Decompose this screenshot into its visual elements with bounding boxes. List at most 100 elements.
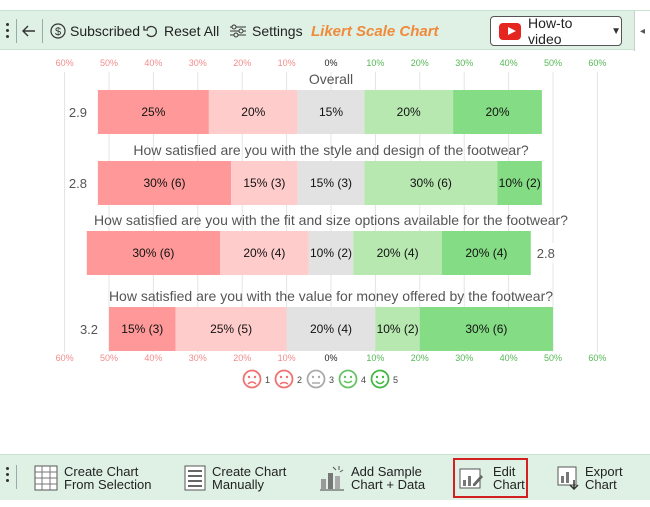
axis-tick-bottom: 30%: [189, 353, 207, 363]
export-chart-button[interactable]: Export Chart: [557, 458, 623, 498]
bar-segment-label: 30% (6): [132, 246, 174, 260]
bar-segment-label: 20%: [241, 105, 265, 119]
axis-tick-top: 60%: [588, 58, 606, 68]
score-box: [65, 102, 90, 122]
subscribed-button[interactable]: $ Subscribed: [50, 11, 140, 51]
axis-tick-bottom: 10%: [366, 353, 384, 363]
face-very-happy-icon: [370, 369, 390, 389]
edit-chart-line2: Chart: [493, 477, 525, 492]
face-happy-icon: [338, 369, 358, 389]
bar-segment-label: 20% (4): [377, 246, 419, 260]
bar-segment: [220, 231, 309, 275]
bar-segment-label: 20% (4): [465, 246, 507, 260]
axis-tick-bottom: 20%: [411, 353, 429, 363]
bar-segment-label: 20% (4): [310, 322, 352, 336]
bar-segment: [297, 161, 365, 205]
axis-tick-bottom: 30%: [455, 353, 473, 363]
svg-text:$: $: [55, 26, 61, 38]
reset-all-label: Reset All: [164, 23, 220, 39]
export-chart-icon: [557, 466, 579, 490]
add-sample-line1: Add Sample: [351, 464, 422, 479]
bar-segment-label: 15% (3): [121, 322, 163, 336]
bar-segment-label: 10% (2): [377, 322, 419, 336]
bar-segment: [353, 231, 442, 275]
question-title: How satisfied are you with the style and…: [133, 142, 529, 158]
bar-segment: [97, 90, 209, 134]
bar-segment: [231, 161, 298, 205]
bar-segment: [175, 307, 287, 351]
score-value: 2.8: [69, 176, 87, 191]
bar-segment-label: 30% (6): [465, 322, 507, 336]
create-from-selection-line1: Create Chart: [64, 464, 139, 479]
bar-segment-label: 25%: [141, 105, 165, 119]
axis-tick-bottom: 10%: [278, 353, 296, 363]
face-very-sad-icon: [242, 369, 262, 389]
axis-tick-top: 10%: [366, 58, 384, 68]
bar-segment-label: 15%: [319, 105, 343, 119]
reset-all-button[interactable]: Reset All: [143, 11, 219, 51]
question-title: How satisfied are you with the fit and s…: [94, 212, 568, 228]
bar-segment-label: 10% (2): [310, 246, 352, 260]
bar-segment: [286, 307, 376, 351]
axis-tick-bottom: 20%: [233, 353, 251, 363]
youtube-icon: [499, 22, 522, 40]
dollar-circle-icon: $: [50, 23, 66, 39]
toolbar-grip[interactable]: [6, 467, 10, 485]
axis-tick-bottom: 60%: [588, 353, 606, 363]
bar-segment-label: 10% (2): [499, 176, 541, 190]
bar-segment: [364, 90, 454, 134]
bar-segment: [364, 161, 498, 205]
sliders-icon: [230, 24, 246, 38]
howto-video-button[interactable]: How-to video ▼: [490, 15, 622, 47]
legend-label: 3: [329, 375, 334, 385]
chevron-down-icon: ▼: [611, 25, 621, 37]
legend-label: 5: [393, 375, 398, 385]
edit-chart-line1: Edit: [493, 464, 516, 479]
axis-tick-top: 40%: [500, 58, 518, 68]
toolbar-divider: [42, 19, 43, 43]
bar-segment: [208, 90, 298, 134]
question-title: How satisfied are you with the value for…: [109, 288, 553, 304]
toolbar-divider: [16, 465, 17, 489]
legend-label: 1: [265, 375, 270, 385]
axis-tick-bottom: 40%: [144, 353, 162, 363]
axis-tick-top: 40%: [144, 58, 162, 68]
bar-segment-label: 30% (6): [410, 176, 452, 190]
create-manually-button[interactable]: Create Chart Manually: [184, 458, 286, 498]
settings-label: Settings: [252, 23, 303, 39]
undo-icon: [143, 25, 157, 38]
export-chart-line2: Chart: [585, 477, 617, 492]
edit-chart-icon: [459, 468, 483, 489]
howto-video-label: How-to video: [528, 15, 573, 47]
settings-button[interactable]: Settings: [229, 11, 303, 51]
create-from-selection-button[interactable]: Create Chart From Selection: [34, 458, 151, 498]
axis-tick-top: 50%: [100, 58, 118, 68]
bar-segment: [86, 231, 220, 275]
axis-tick-top: 50%: [544, 58, 562, 68]
add-sample-line2: Chart + Data: [351, 477, 426, 492]
bar-segment-label: 20%: [485, 105, 509, 119]
axis-tick-bottom: 40%: [500, 353, 518, 363]
sample-chart-icon: [320, 466, 344, 491]
bar-segment: [109, 307, 176, 351]
top-toolbar: $ Subscribed Reset All Settings Likert S…: [0, 10, 650, 51]
add-sample-button[interactable]: Add Sample Chart + Data: [319, 458, 425, 498]
back-button[interactable]: [22, 11, 36, 51]
legend-label: 4: [361, 375, 366, 385]
toolbar-grip[interactable]: [6, 23, 10, 41]
toolbar-divider: [16, 19, 17, 43]
bar-segment-label: 15% (3): [310, 176, 352, 190]
bottom-toolbar: Create Chart From Selection Create Chart M…: [0, 454, 650, 500]
bar-segment: [453, 90, 542, 134]
app-title: Likert Scale Chart: [311, 22, 439, 40]
score-value: 3.2: [80, 322, 98, 337]
bar-segment-label: 20%: [397, 105, 421, 119]
edit-chart-button[interactable]: Edit Chart: [453, 458, 528, 498]
collapse-panel-button[interactable]: ◂: [634, 11, 650, 51]
create-from-selection-line2: From Selection: [64, 477, 152, 492]
score-box: [533, 243, 558, 263]
create-manually-line1: Create Chart: [212, 464, 287, 479]
form-list-icon: [184, 465, 206, 491]
bar-segment: [297, 90, 365, 134]
axis-tick-bottom: 50%: [544, 353, 562, 363]
